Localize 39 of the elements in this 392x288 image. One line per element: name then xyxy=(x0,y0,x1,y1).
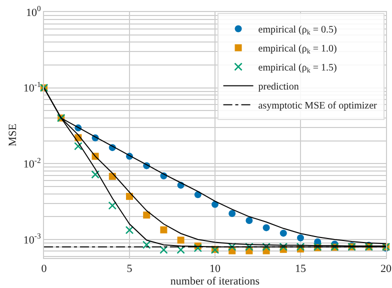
point xyxy=(91,170,100,179)
point xyxy=(142,240,151,249)
legend-label: empirical (ρ$_{k}$ = 0.5) xyxy=(258,24,337,37)
y-tick-label: 10$^{-3}$ xyxy=(23,232,41,246)
point xyxy=(262,224,270,232)
point xyxy=(212,200,218,208)
point xyxy=(245,242,254,251)
y-tick-label: 10$^{-1}$ xyxy=(23,80,41,95)
legend-label: empirical (ρ$_{k}$ = 1.0) xyxy=(258,44,337,56)
point xyxy=(194,244,202,252)
x-tick-label: 20 xyxy=(380,263,392,276)
point xyxy=(176,246,185,254)
point xyxy=(177,236,184,244)
legend-label: empirical (ρ$_{k}$ = 1.5) xyxy=(258,62,337,75)
point xyxy=(143,212,150,219)
point xyxy=(228,242,236,251)
point xyxy=(280,230,287,237)
point xyxy=(262,242,270,251)
y-tick-label: 10$^{0}$ xyxy=(26,4,41,19)
legend-label: prediction xyxy=(258,82,299,93)
point xyxy=(228,210,236,218)
point xyxy=(160,226,168,234)
x-tick-label: 5 xyxy=(126,263,133,276)
point xyxy=(126,192,133,200)
legend-label: asymptotic MSE of optimizer xyxy=(258,100,378,112)
point xyxy=(279,242,288,251)
point xyxy=(296,242,305,251)
point xyxy=(297,234,304,242)
point xyxy=(108,201,117,210)
point xyxy=(74,142,82,150)
y-axis-title: MSE xyxy=(7,123,20,146)
x-tick-label: 10 xyxy=(210,263,221,276)
x-tick-label: 0 xyxy=(41,263,48,276)
y-tick-label: 10$^{-2}$ xyxy=(23,156,41,171)
point xyxy=(246,217,253,224)
x-tick-label: 15 xyxy=(295,263,306,276)
point xyxy=(125,226,134,234)
point xyxy=(160,246,168,254)
x-axis-title: number of iterations xyxy=(170,275,260,288)
